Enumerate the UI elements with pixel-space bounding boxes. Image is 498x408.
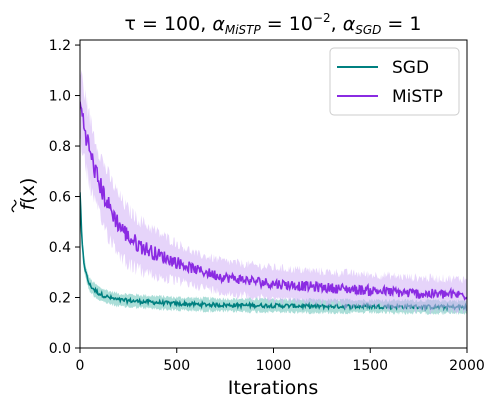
y-tick-label: 1.0: [49, 89, 71, 105]
y-tick-label: 0.0: [49, 341, 71, 357]
legend-label-mistp: MiSTP: [392, 87, 443, 107]
x-tick-label: 500: [163, 358, 190, 374]
y-tick-label: 0.2: [49, 291, 71, 307]
series-band-mistp: [80, 67, 467, 315]
legend: SGD MiSTP: [329, 47, 460, 116]
y-tick-label: 0.6: [49, 190, 71, 206]
series-line-mistp: [80, 101, 467, 301]
x-tick-label: 2000: [449, 358, 485, 374]
x-tick-label: 1000: [256, 358, 292, 374]
x-tick-label: 1500: [352, 358, 388, 374]
series-line-sgd: [80, 192, 467, 312]
y-tick-label: 1.2: [49, 38, 71, 54]
x-tick-label: 0: [76, 358, 85, 374]
svg-text:f(x): f(x): [17, 178, 39, 211]
legend-label-sgd: SGD: [392, 58, 429, 78]
chart-title: τ = 100, αMiSTP = 10−2, αSGD = 1: [125, 11, 422, 37]
y-axis-label: f(x): [11, 178, 39, 213]
x-axis-label: Iterations: [228, 377, 319, 399]
y-tick-label: 0.4: [49, 240, 71, 256]
y-tick-label: 0.8: [49, 139, 71, 155]
